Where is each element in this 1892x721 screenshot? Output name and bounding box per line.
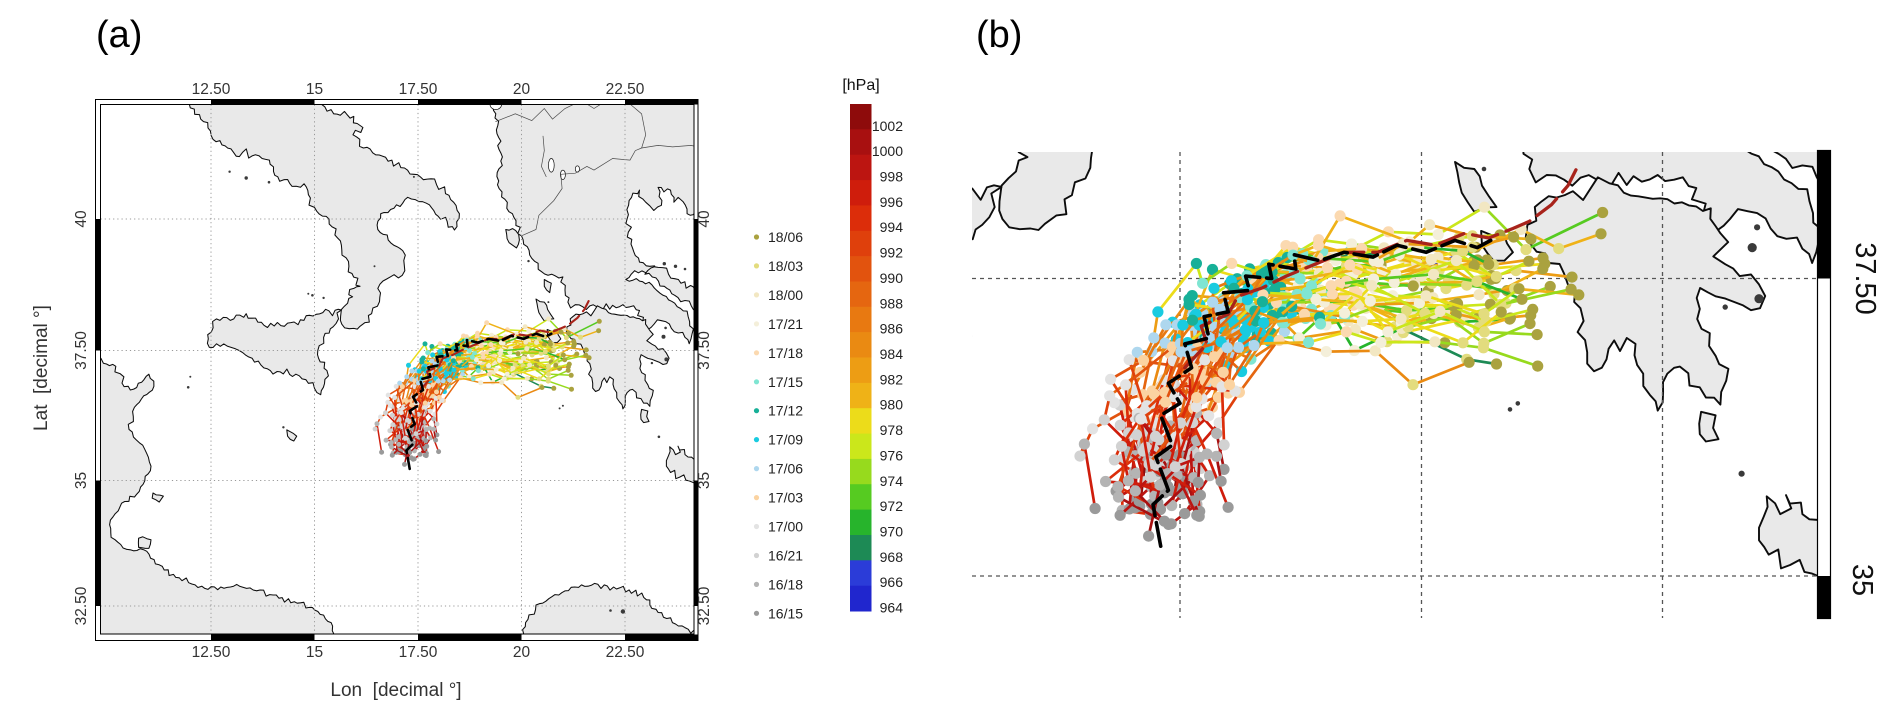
svg-text:16/18: 16/18	[768, 576, 803, 592]
svg-text:17.50: 17.50	[399, 81, 438, 98]
svg-text:Lat [decimal °]: Lat [decimal °]	[31, 305, 52, 431]
svg-text:984: 984	[880, 346, 904, 362]
svg-text:990: 990	[880, 270, 904, 286]
svg-text:(b): (b)	[976, 14, 1022, 56]
svg-text:18/03: 18/03	[768, 258, 803, 274]
svg-text:992: 992	[880, 245, 904, 261]
svg-text:998: 998	[880, 169, 904, 185]
svg-text:1002: 1002	[872, 118, 903, 134]
svg-text:964: 964	[880, 600, 904, 616]
svg-text:Lon [decimal °]: Lon [decimal °]	[330, 680, 461, 701]
svg-text:32.50: 32.50	[73, 586, 90, 625]
svg-text:22.50: 22.50	[606, 81, 645, 98]
svg-text:15: 15	[306, 81, 323, 98]
svg-text:970: 970	[880, 524, 904, 540]
svg-text:37.50: 37.50	[73, 331, 90, 370]
svg-text:17/12: 17/12	[768, 403, 803, 419]
svg-text:986: 986	[880, 321, 904, 337]
svg-text:17/21: 17/21	[768, 316, 803, 332]
svg-text:17/15: 17/15	[768, 374, 803, 390]
svg-text:35: 35	[696, 472, 713, 489]
svg-text:37.50: 37.50	[1849, 242, 1881, 315]
svg-text:32.50: 32.50	[696, 586, 713, 625]
svg-text:980: 980	[880, 397, 904, 413]
svg-text:[hPa]: [hPa]	[842, 77, 879, 94]
svg-text:17.50: 17.50	[399, 644, 438, 661]
svg-text:35: 35	[1846, 564, 1878, 596]
svg-text:40: 40	[696, 210, 713, 228]
svg-text:18/00: 18/00	[768, 287, 803, 303]
svg-text:37.50: 37.50	[696, 331, 713, 370]
svg-text:17/06: 17/06	[768, 461, 803, 477]
svg-text:17/03: 17/03	[768, 490, 803, 506]
svg-text:20: 20	[513, 644, 531, 661]
svg-text:12.50: 12.50	[192, 644, 231, 661]
svg-text:1000: 1000	[872, 143, 903, 159]
svg-text:15: 15	[306, 644, 323, 661]
svg-text:974: 974	[880, 473, 904, 489]
svg-text:22.50: 22.50	[606, 644, 645, 661]
svg-text:17/18: 17/18	[768, 345, 803, 361]
svg-text:18/06: 18/06	[768, 229, 803, 245]
svg-text:976: 976	[880, 447, 904, 463]
svg-text:968: 968	[880, 549, 904, 565]
svg-text:988: 988	[880, 295, 904, 311]
svg-text:(a): (a)	[96, 14, 142, 56]
svg-text:972: 972	[880, 498, 904, 514]
svg-text:966: 966	[880, 574, 904, 590]
svg-text:16/21: 16/21	[768, 548, 803, 564]
svg-text:994: 994	[880, 219, 904, 235]
svg-text:35: 35	[73, 472, 90, 489]
svg-text:982: 982	[880, 371, 904, 387]
svg-text:20: 20	[513, 81, 531, 98]
svg-text:12.50: 12.50	[192, 81, 231, 98]
svg-text:16/15: 16/15	[768, 605, 803, 621]
svg-text:17/09: 17/09	[768, 432, 803, 448]
svg-text:17/00: 17/00	[768, 519, 803, 535]
svg-text:996: 996	[880, 194, 904, 210]
svg-text:978: 978	[880, 422, 904, 438]
svg-text:40: 40	[73, 210, 90, 228]
